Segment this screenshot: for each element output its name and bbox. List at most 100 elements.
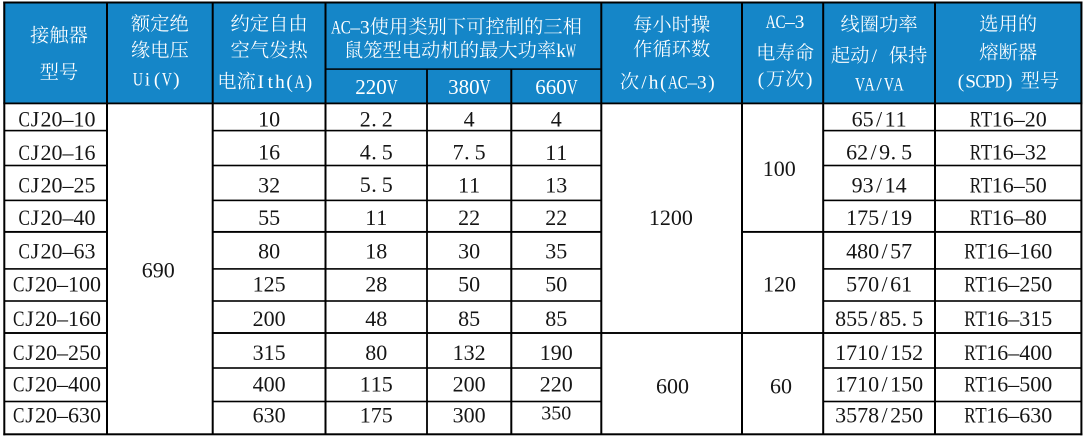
svg-text:22: 22 xyxy=(545,205,567,230)
svg-text:16–20: 16–20 xyxy=(992,107,1047,132)
svg-text:600: 600 xyxy=(656,373,689,398)
svg-text:J20–40: J20–40 xyxy=(31,205,96,230)
svg-text:60: 60 xyxy=(770,373,792,398)
svg-text:U: U xyxy=(133,69,143,91)
svg-text:175/19: 175/19 xyxy=(846,205,912,230)
svg-text:11: 11 xyxy=(365,205,387,230)
svg-text:16–315: 16–315 xyxy=(986,306,1052,331)
svg-text:T: T xyxy=(975,240,987,264)
svg-text:J20–400: J20–400 xyxy=(25,371,101,396)
svg-text:10: 10 xyxy=(258,107,280,132)
svg-text:J20–100: J20–100 xyxy=(25,272,101,297)
svg-text:C: C xyxy=(678,72,688,93)
svg-text:W: W xyxy=(566,41,576,62)
svg-text:480/57: 480/57 xyxy=(846,238,912,263)
svg-text:A: A xyxy=(668,71,678,93)
svg-text:7.5: 7.5 xyxy=(453,140,486,165)
svg-text:220: 220 xyxy=(540,371,573,396)
svg-text:2.2: 2.2 xyxy=(360,106,393,131)
svg-text:): ) xyxy=(806,69,812,90)
svg-text:T: T xyxy=(975,308,987,332)
svg-text:R: R xyxy=(970,141,982,166)
svg-text:16–630: 16–630 xyxy=(986,403,1052,428)
svg-text:R: R xyxy=(964,404,976,429)
svg-text:30: 30 xyxy=(458,238,480,263)
svg-text:J20–10: J20–10 xyxy=(31,107,96,132)
svg-text:120: 120 xyxy=(763,271,796,296)
svg-text:R: R xyxy=(970,173,982,198)
svg-text:R: R xyxy=(970,206,982,231)
svg-text:R: R xyxy=(964,273,976,298)
svg-text:85: 85 xyxy=(458,306,480,331)
svg-text:200: 200 xyxy=(453,371,486,396)
svg-text:A: A xyxy=(766,11,776,33)
svg-text:11: 11 xyxy=(545,140,567,165)
svg-text:300: 300 xyxy=(453,403,486,428)
svg-text:T: T xyxy=(975,273,987,297)
svg-text:T: T xyxy=(981,108,993,132)
svg-text:132: 132 xyxy=(453,340,486,365)
svg-text:k: k xyxy=(556,41,566,62)
svg-text:J20–250: J20–250 xyxy=(25,340,101,365)
svg-text:48: 48 xyxy=(365,306,387,331)
svg-text:35: 35 xyxy=(545,238,567,263)
svg-text:T: T xyxy=(981,174,993,198)
svg-text:80: 80 xyxy=(365,340,387,365)
svg-text:22: 22 xyxy=(458,205,480,230)
svg-text:4: 4 xyxy=(464,107,475,132)
svg-text:T: T xyxy=(981,207,993,231)
svg-text:R: R xyxy=(964,307,976,332)
svg-text:/: / xyxy=(876,75,882,96)
svg-text:660: 660 xyxy=(535,75,567,99)
svg-text:J20–16: J20–16 xyxy=(31,140,96,165)
svg-text:690: 690 xyxy=(142,258,175,283)
svg-text:–3: –3 xyxy=(349,17,369,38)
svg-text:1200: 1200 xyxy=(649,205,693,230)
svg-text:C: C xyxy=(19,108,30,133)
svg-text:4: 4 xyxy=(551,107,562,132)
svg-text:16–250: 16–250 xyxy=(986,272,1052,297)
svg-text:R: R xyxy=(964,372,976,397)
svg-text:R: R xyxy=(970,108,982,133)
svg-text:V: V xyxy=(162,69,172,91)
svg-text:115: 115 xyxy=(360,371,393,396)
svg-text:T: T xyxy=(975,404,987,428)
svg-text:4.5: 4.5 xyxy=(360,140,393,165)
svg-text:16–80: 16–80 xyxy=(992,205,1047,230)
svg-text:175: 175 xyxy=(360,403,393,428)
svg-text:/: / xyxy=(872,46,878,67)
svg-text:630: 630 xyxy=(253,403,286,428)
svg-text:R: R xyxy=(964,341,976,366)
svg-text:J20–25: J20–25 xyxy=(31,172,96,197)
svg-text:C: C xyxy=(19,206,30,231)
svg-text:C: C xyxy=(775,11,785,32)
svg-text:13: 13 xyxy=(545,172,567,197)
svg-text:28: 28 xyxy=(365,272,387,297)
svg-text:C: C xyxy=(19,141,30,166)
svg-text:A: A xyxy=(294,71,304,93)
svg-text:400: 400 xyxy=(253,371,286,396)
svg-text:C: C xyxy=(13,372,24,397)
svg-text:55: 55 xyxy=(258,205,280,230)
svg-text:570/61: 570/61 xyxy=(846,272,912,297)
svg-text:16: 16 xyxy=(258,140,280,165)
svg-text:1710/152: 1710/152 xyxy=(835,340,923,365)
svg-text:C: C xyxy=(13,307,24,332)
svg-text:J20–160: J20–160 xyxy=(25,306,101,331)
svg-text:3578/250: 3578/250 xyxy=(835,403,923,428)
svg-text:16–500: 16–500 xyxy=(986,371,1052,396)
svg-text:D: D xyxy=(995,70,1005,92)
svg-text:C: C xyxy=(341,17,351,38)
svg-text:16–50: 16–50 xyxy=(992,172,1047,197)
svg-text:220: 220 xyxy=(355,75,387,99)
svg-text:85: 85 xyxy=(545,306,567,331)
svg-text:(: ( xyxy=(758,69,764,90)
svg-text:T: T xyxy=(975,373,987,397)
svg-text:16–160: 16–160 xyxy=(986,238,1052,263)
svg-text:C: C xyxy=(19,173,30,198)
svg-text:50: 50 xyxy=(545,272,567,297)
svg-text:V: V xyxy=(567,75,578,98)
svg-text:16–32: 16–32 xyxy=(992,140,1047,165)
svg-text:C: C xyxy=(976,71,986,92)
svg-text:T: T xyxy=(981,141,993,165)
